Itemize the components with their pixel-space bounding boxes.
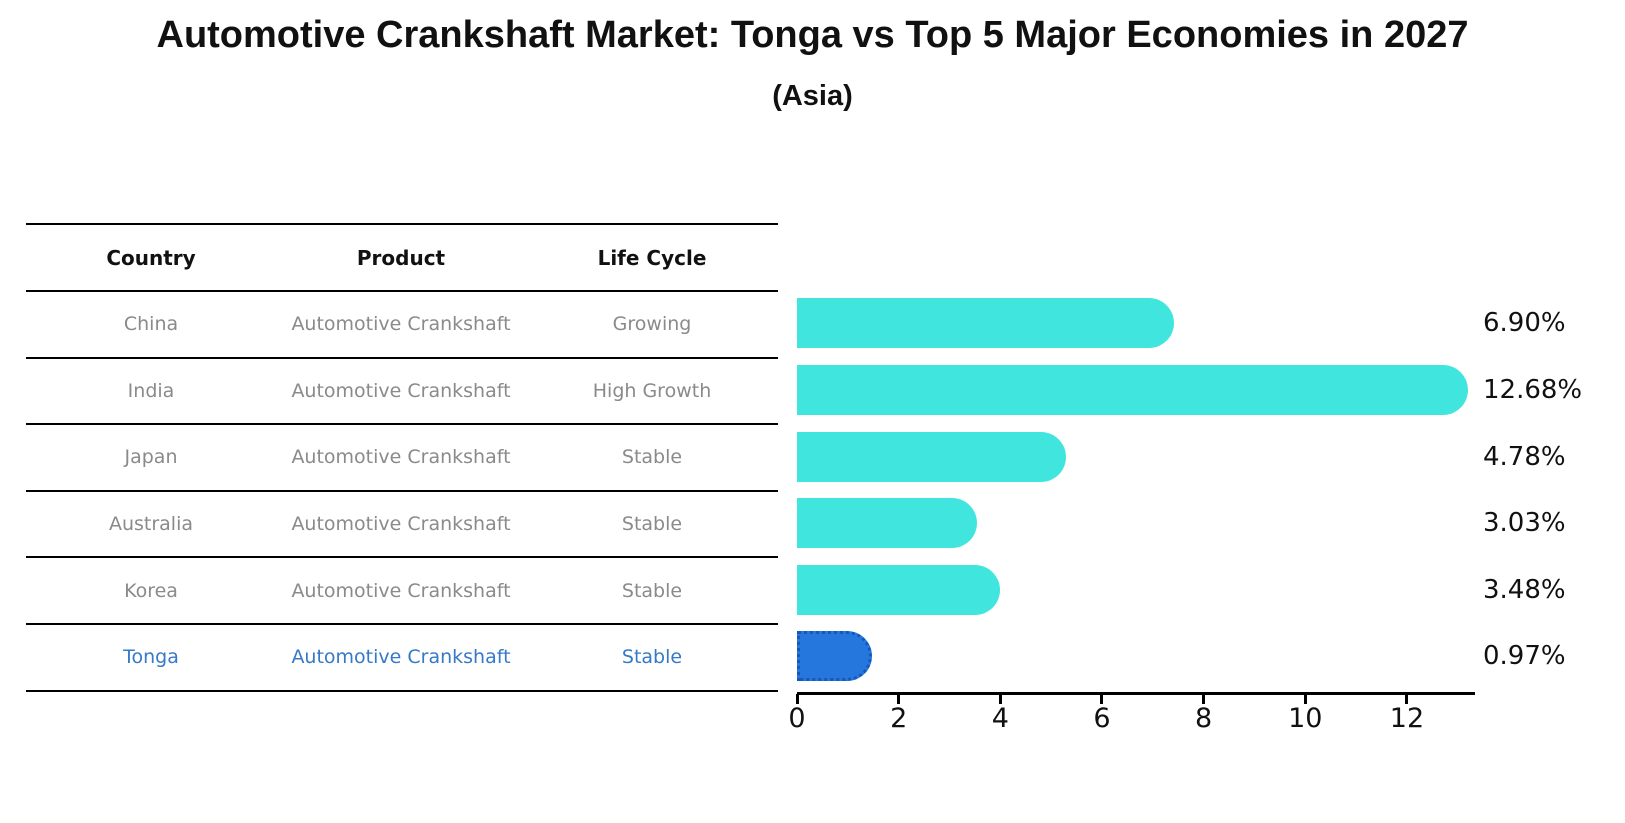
x-axis-tick-label: 0: [788, 703, 806, 734]
table-cell-country: Korea: [124, 579, 178, 602]
x-axis-tick: [1303, 694, 1307, 704]
bar-korea: [797, 564, 1000, 615]
x-axis-tick: [1100, 694, 1104, 704]
value-label-india: 12.68%: [1483, 374, 1583, 405]
bar-tonga: [797, 631, 873, 682]
table-cell-life-cycle: Stable: [621, 446, 683, 469]
table-header-product: Product: [356, 245, 446, 270]
x-axis-tick-label: 10: [1288, 703, 1323, 734]
table-cell-life-cycle: Stable: [621, 513, 683, 536]
x-axis-tick-label: 4: [991, 703, 1009, 734]
table-row: Tonga Automotive Crankshaft Stable: [26, 625, 778, 692]
chart-subtitle: (Asia): [772, 80, 853, 112]
table-cell-country: Tonga: [123, 646, 179, 669]
value-label-tonga: 0.97%: [1483, 641, 1566, 672]
table-body: China Automotive Crankshaft Growing India Au…: [26, 292, 778, 692]
table-header-country: Country: [106, 245, 196, 270]
value-label-korea: 3.48%: [1483, 574, 1566, 605]
x-axis-tick-label: 2: [890, 703, 908, 734]
table-cell-country: India: [127, 379, 175, 402]
x-axis-line: [797, 692, 1475, 695]
table-cell-country: Australia: [108, 513, 194, 536]
table-row: Australia Automotive Crankshaft Stable: [26, 492, 778, 559]
value-label-japan: 4.78%: [1483, 441, 1566, 472]
table-cell-product: Automotive Crankshaft: [291, 379, 511, 402]
value-label-china: 6.90%: [1483, 308, 1566, 339]
table-cell-country: China: [123, 313, 179, 336]
x-axis-tick-label: 12: [1389, 703, 1425, 734]
table-row: India Automotive Crankshaft High Growth: [26, 359, 778, 426]
table-cell-life-cycle: Growing: [612, 313, 692, 336]
table-row: Japan Automotive Crankshaft Stable: [26, 425, 778, 492]
table-cell-country: Japan: [124, 446, 178, 469]
table-cell-product: Automotive Crankshaft: [291, 446, 511, 469]
chart-title: Automotive Crankshaft Market: Tonga vs T…: [156, 14, 1469, 56]
table-cell-product: Automotive Crankshaft: [291, 513, 511, 536]
x-axis-tick: [1202, 694, 1206, 704]
bar-australia: [797, 498, 977, 549]
table-row: Korea Automotive Crankshaft Stable: [26, 558, 778, 625]
table-header-row: Country Product Life Cycle: [26, 225, 778, 292]
x-axis-tick-label: 6: [1093, 703, 1111, 734]
table-row: China Automotive Crankshaft Growing: [26, 292, 778, 359]
x-axis-tick: [998, 694, 1002, 704]
bar-china: [797, 298, 1174, 349]
x-axis-tick-label: 8: [1195, 703, 1213, 734]
x-axis-tick: [897, 694, 901, 704]
bar-japan: [797, 431, 1066, 482]
x-axis-tick: [1405, 694, 1409, 704]
table-header-life-cycle: Life Cycle: [597, 245, 707, 270]
value-label-australia: 3.03%: [1483, 508, 1566, 539]
table-cell-life-cycle: High Growth: [592, 379, 712, 402]
x-axis-tick: [795, 694, 799, 704]
table-cell-product: Automotive Crankshaft: [291, 646, 511, 669]
table-cell-life-cycle: Stable: [621, 579, 683, 602]
bar-india: [797, 364, 1468, 415]
table-cell-life-cycle: Stable: [621, 646, 683, 669]
table-cell-product: Automotive Crankshaft: [291, 313, 511, 336]
table-cell-product: Automotive Crankshaft: [291, 579, 511, 602]
country-table: Country Product Life Cycle China Automoti…: [26, 223, 778, 692]
